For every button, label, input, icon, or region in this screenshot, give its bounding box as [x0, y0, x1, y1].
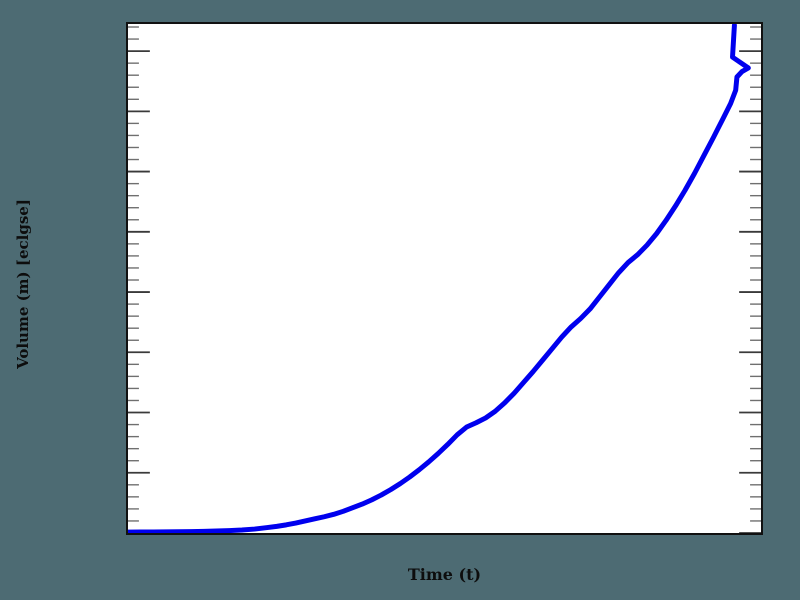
plot-area	[126, 22, 763, 535]
x-axis-title: Time (t)	[407, 565, 482, 584]
y-axis-ticks	[128, 26, 761, 533]
plot-canvas	[128, 24, 761, 533]
y-axis-title: Volume (m) [eclgse]	[14, 199, 32, 369]
data-series-group	[128, 24, 751, 533]
data-series-line	[128, 24, 751, 533]
